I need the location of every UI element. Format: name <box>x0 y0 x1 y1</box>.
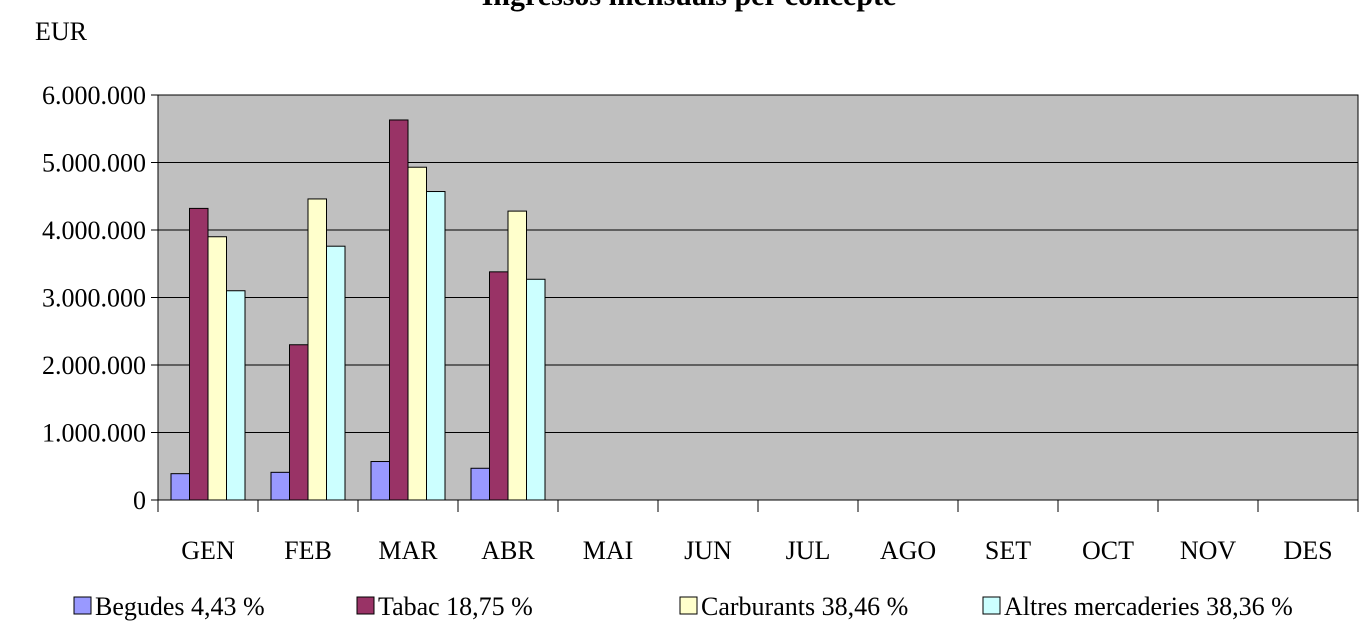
x-tick-label: NOV <box>1180 536 1237 565</box>
bar <box>289 344 309 501</box>
bar <box>189 207 209 501</box>
legend-label: Altres mercaderies 38,36 % <box>1004 592 1293 621</box>
bar <box>389 119 409 501</box>
x-tick-label: GEN <box>181 536 235 565</box>
bar <box>489 271 509 501</box>
y-axis: 0 1.000.000 2.000.000 3.000.000 4.000.000 5.0… <box>42 81 158 515</box>
legend-swatch <box>679 596 698 615</box>
x-tick-label: FEB <box>284 536 332 565</box>
bar <box>370 461 390 501</box>
x-tick-label: OCT <box>1082 536 1134 565</box>
x-tick-label: MAR <box>378 536 438 565</box>
y-tick-label: 6.000.000 <box>42 81 146 110</box>
bar <box>326 245 346 501</box>
bar <box>426 191 446 501</box>
bar <box>526 278 546 501</box>
bar <box>207 236 227 501</box>
bar <box>226 290 246 501</box>
grid-lines <box>158 162 1358 433</box>
bar <box>170 473 190 501</box>
legend-label: Begudes 4,43 % <box>95 592 265 621</box>
bar <box>307 198 327 501</box>
x-tick-label: JUN <box>684 536 732 565</box>
legend-swatch <box>73 596 92 615</box>
bars <box>170 119 546 501</box>
bar <box>470 467 490 501</box>
x-tick-label: AGO <box>880 536 936 565</box>
bar <box>270 471 290 501</box>
x-tick-label: JUL <box>786 536 831 565</box>
bar <box>407 166 427 501</box>
y-tick-label: 2.000.000 <box>42 351 146 380</box>
y-tick-label: 1.000.000 <box>42 419 146 448</box>
x-tick-label: DES <box>1283 536 1332 565</box>
x-tick-label: MAI <box>583 536 634 565</box>
x-axis: GEN FEB MAR ABR MAI JUN JUL AGO SET OCT NOV DES <box>157 500 1359 565</box>
x-tick-label: SET <box>985 536 1031 565</box>
y-tick-label: 5.000.000 <box>42 149 146 178</box>
y-axis-label: EUR <box>35 17 88 46</box>
x-tick-label: ABR <box>481 536 535 565</box>
chart-title: Ingressos mensuals per concepte <box>482 0 897 12</box>
legend-label: Carburants 38,46 % <box>701 592 908 621</box>
y-tick-label: 3.000.000 <box>42 284 146 313</box>
legend-label: Tabac 18,75 % <box>378 592 533 621</box>
bar <box>507 210 527 501</box>
y-tick-label: 4.000.000 <box>42 216 146 245</box>
y-tick-label: 0 <box>133 486 146 515</box>
legend: Begudes 4,43 % Tabac 18,75 % Carburants 38… <box>73 592 1293 621</box>
legend-swatch <box>982 596 1001 615</box>
legend-swatch <box>356 596 375 615</box>
